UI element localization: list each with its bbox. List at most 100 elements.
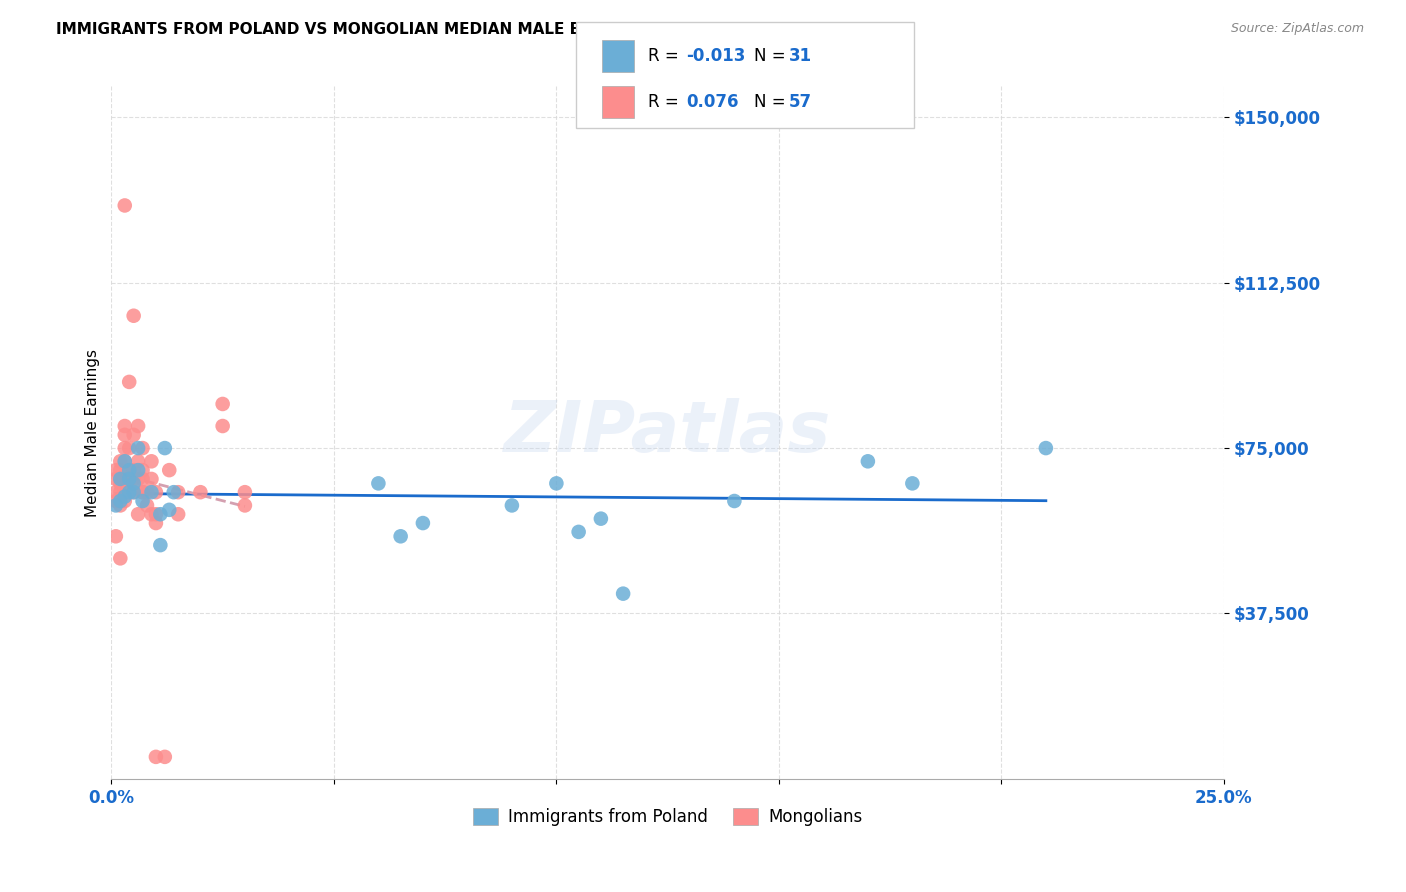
- Point: [104, 529, 127, 543]
- Point: [157, 463, 180, 477]
- Point: [104, 472, 127, 486]
- Point: [167, 508, 190, 522]
- Point: [122, 476, 145, 491]
- Point: [110, 463, 132, 477]
- Point: [233, 485, 256, 500]
- Point: [141, 454, 163, 468]
- Point: [145, 508, 167, 522]
- Point: [118, 463, 141, 477]
- Point: [157, 503, 180, 517]
- Point: [110, 476, 132, 491]
- Point: [110, 494, 132, 508]
- Text: R =: R =: [648, 93, 685, 111]
- Point: [723, 494, 745, 508]
- Point: [141, 485, 163, 500]
- Point: [153, 749, 176, 764]
- Point: [163, 485, 186, 500]
- Point: [114, 472, 136, 486]
- Point: [104, 494, 127, 508]
- Point: [127, 472, 149, 486]
- Point: [110, 472, 132, 486]
- Point: [568, 524, 591, 539]
- Point: [546, 476, 568, 491]
- Point: [127, 508, 149, 522]
- Point: [118, 472, 141, 486]
- Legend: Immigrants from Poland, Mongolians: Immigrants from Poland, Mongolians: [467, 801, 869, 833]
- Point: [131, 441, 153, 455]
- Point: [149, 538, 172, 552]
- Text: 0.076: 0.076: [686, 93, 738, 111]
- Point: [211, 419, 233, 434]
- Point: [141, 472, 163, 486]
- Y-axis label: Median Male Earnings: Median Male Earnings: [86, 349, 100, 516]
- Point: [131, 485, 153, 500]
- Point: [110, 499, 132, 513]
- Point: [122, 472, 145, 486]
- Point: [127, 463, 149, 477]
- Point: [389, 529, 412, 543]
- Text: 57: 57: [789, 93, 811, 111]
- Point: [127, 454, 149, 468]
- Point: [145, 516, 167, 530]
- Point: [589, 511, 612, 525]
- Point: [110, 472, 132, 486]
- Point: [110, 454, 132, 468]
- Point: [110, 551, 132, 566]
- Point: [412, 516, 434, 530]
- Point: [141, 508, 163, 522]
- Text: R =: R =: [648, 46, 685, 64]
- Point: [367, 476, 389, 491]
- Point: [114, 419, 136, 434]
- Point: [145, 749, 167, 764]
- Point: [118, 485, 141, 500]
- Point: [114, 454, 136, 468]
- Point: [136, 499, 159, 513]
- Point: [612, 587, 634, 601]
- Point: [145, 485, 167, 500]
- Point: [114, 427, 136, 442]
- Point: [153, 441, 176, 455]
- Point: [114, 441, 136, 455]
- Point: [233, 499, 256, 513]
- Point: [501, 499, 523, 513]
- Text: IMMIGRANTS FROM POLAND VS MONGOLIAN MEDIAN MALE EARNINGS CORRELATION CHART: IMMIGRANTS FROM POLAND VS MONGOLIAN MEDI…: [56, 22, 846, 37]
- Text: Source: ZipAtlas.com: Source: ZipAtlas.com: [1230, 22, 1364, 36]
- Point: [122, 485, 145, 500]
- Text: -0.013: -0.013: [686, 46, 745, 64]
- Point: [118, 441, 141, 455]
- Text: N =: N =: [754, 46, 790, 64]
- Point: [114, 490, 136, 504]
- Point: [167, 485, 190, 500]
- Point: [131, 485, 153, 500]
- Point: [114, 198, 136, 212]
- Point: [110, 485, 132, 500]
- Point: [122, 309, 145, 323]
- Point: [104, 499, 127, 513]
- Point: [1035, 441, 1057, 455]
- Point: [122, 463, 145, 477]
- Point: [127, 419, 149, 434]
- Point: [901, 476, 924, 491]
- Text: ZIPatlas: ZIPatlas: [503, 398, 831, 467]
- Point: [136, 485, 159, 500]
- Point: [104, 463, 127, 477]
- Point: [122, 427, 145, 442]
- Point: [190, 485, 212, 500]
- Point: [211, 397, 233, 411]
- Point: [114, 494, 136, 508]
- Point: [118, 463, 141, 477]
- Point: [104, 485, 127, 500]
- Point: [856, 454, 879, 468]
- Point: [118, 472, 141, 486]
- Point: [114, 485, 136, 500]
- Point: [118, 375, 141, 389]
- Point: [114, 454, 136, 468]
- Text: 31: 31: [789, 46, 811, 64]
- Point: [131, 463, 153, 477]
- Point: [131, 494, 153, 508]
- Point: [122, 485, 145, 500]
- Point: [118, 485, 141, 500]
- Point: [131, 472, 153, 486]
- Text: N =: N =: [754, 93, 790, 111]
- Point: [127, 441, 149, 455]
